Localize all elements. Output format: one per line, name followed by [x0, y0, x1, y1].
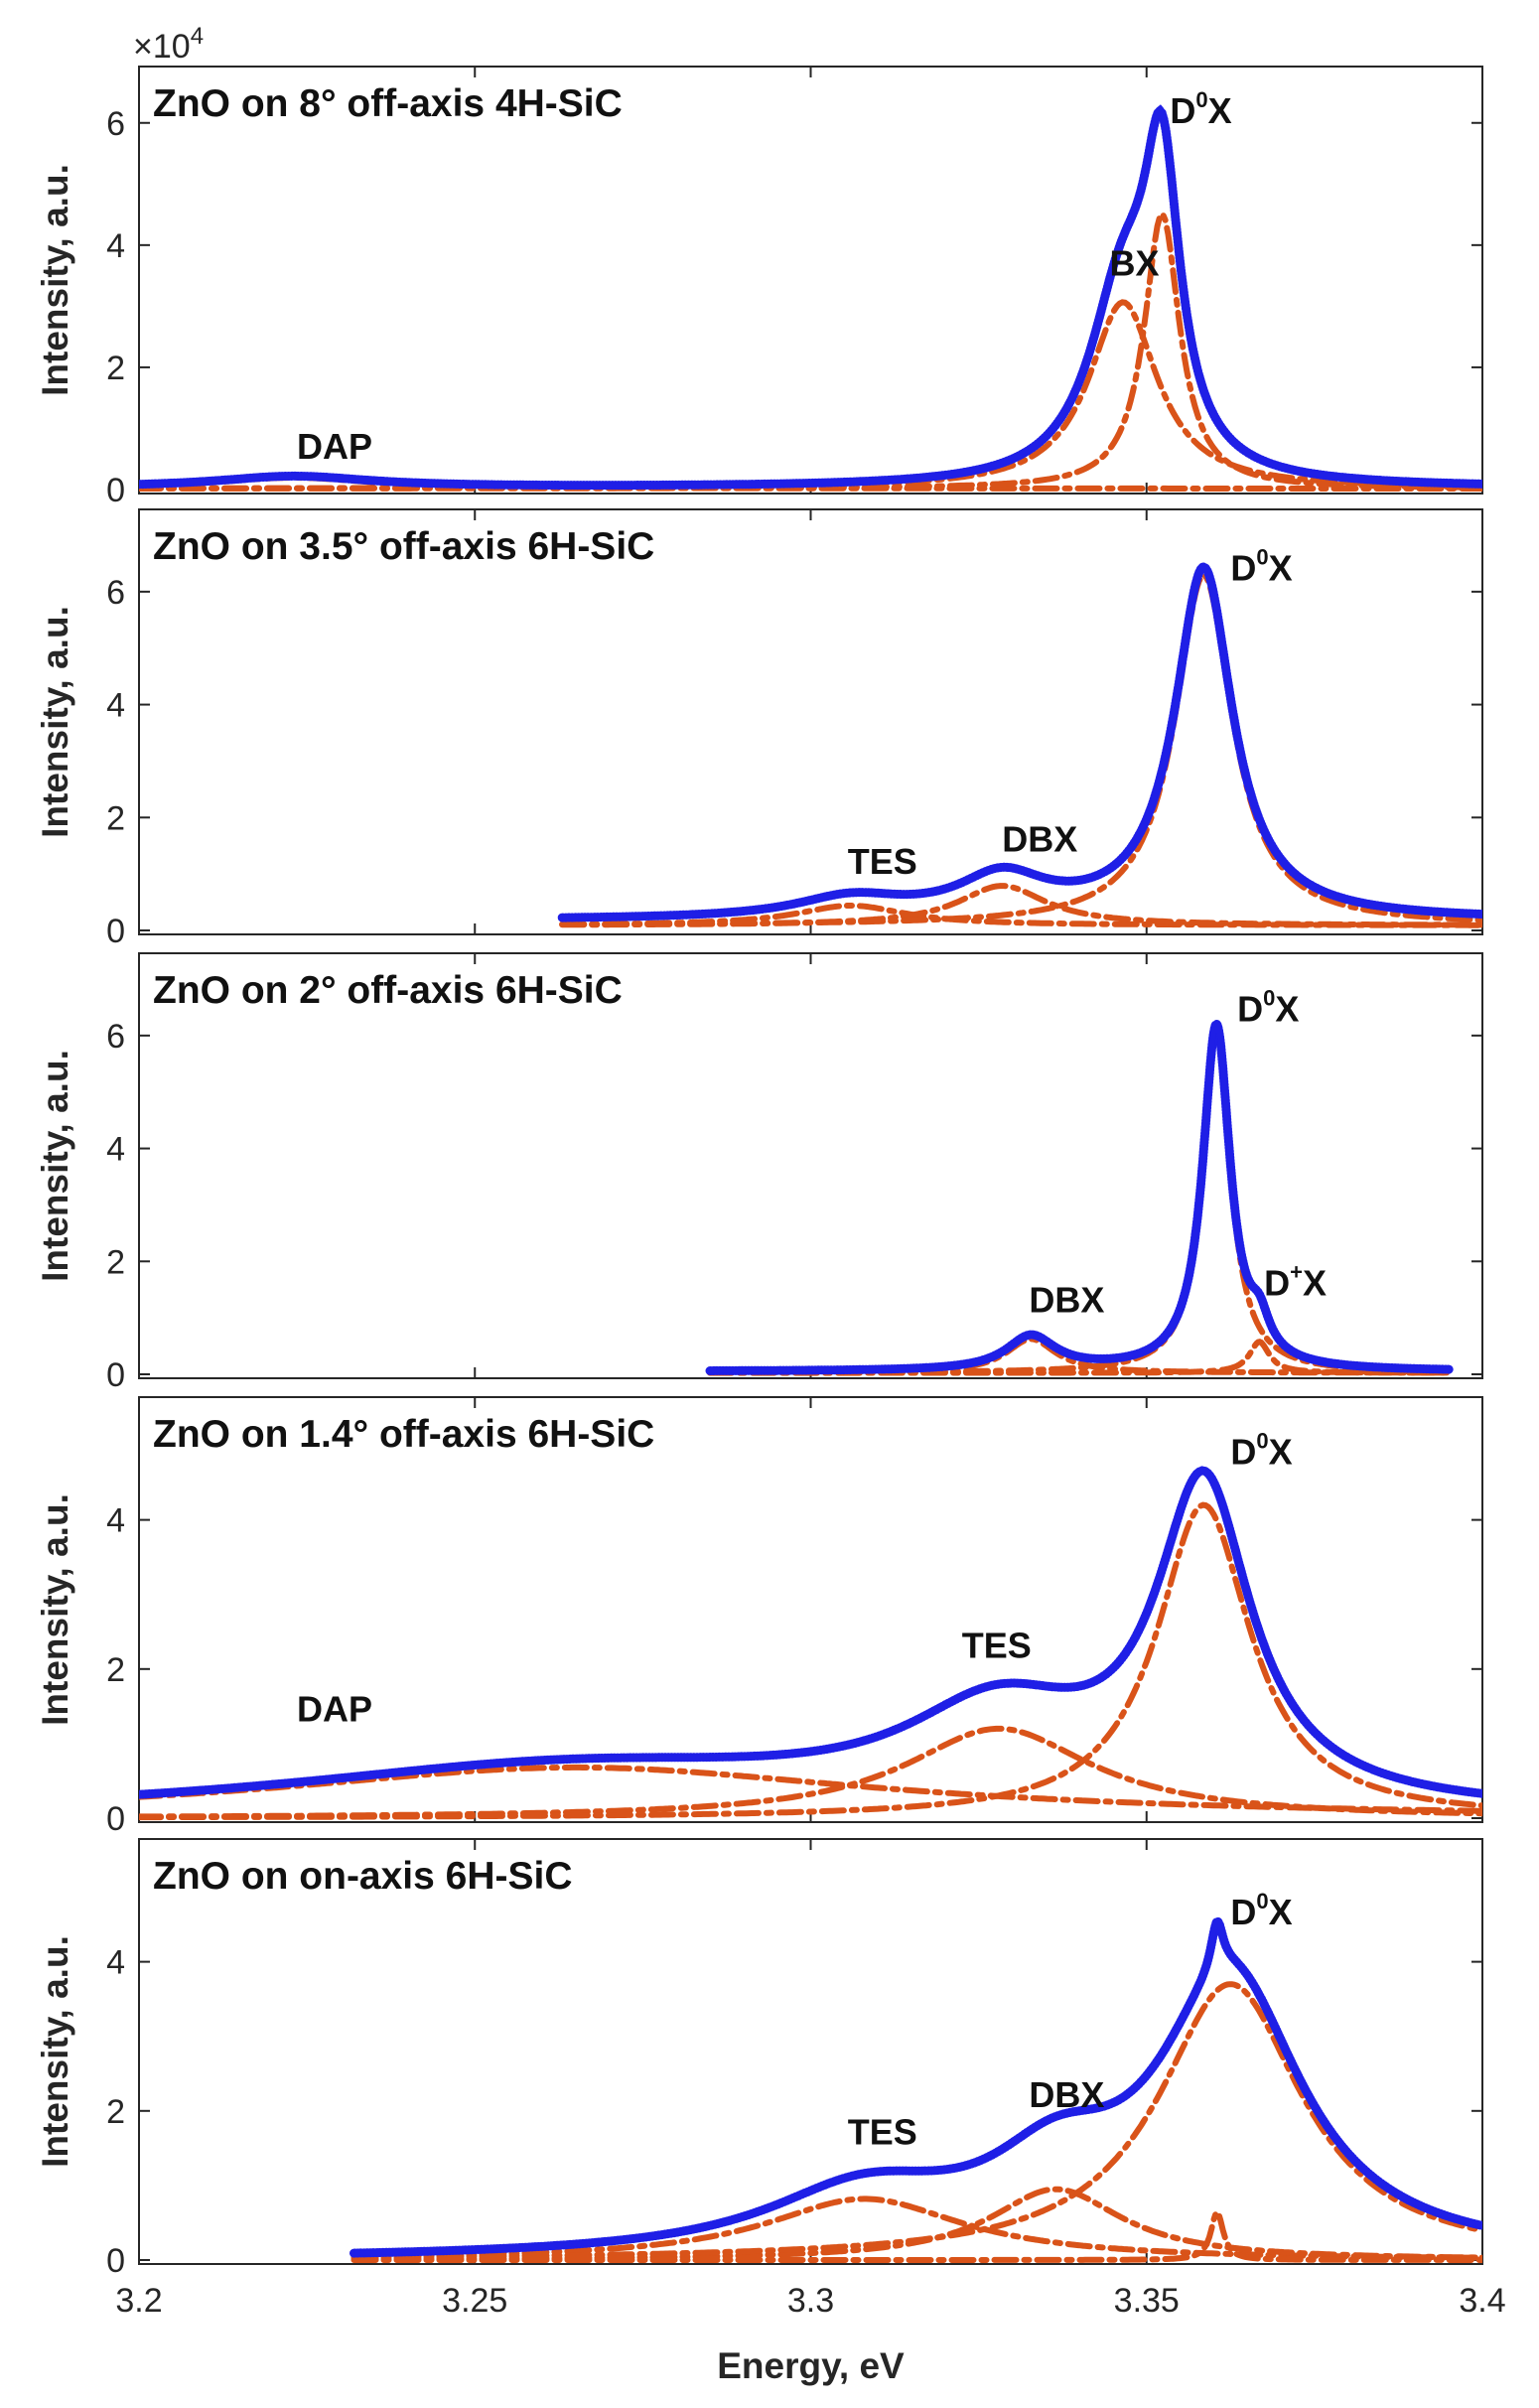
measured-spectrum-core: [139, 1468, 1482, 1797]
y-tick-label: 2: [106, 2093, 125, 2131]
panel-1: 0 2 4 6 Intensity, a.u. ZnO on 8° off-axis 4H…: [35, 66, 1483, 509]
x-tick-label: 3.4: [1459, 2282, 1505, 2320]
y-tick-label: 0: [106, 1800, 125, 1838]
axes-frame: [138, 952, 1483, 1379]
x-tick-label: 3.2: [115, 2282, 162, 2320]
panel-title: ZnO on 1.4° off-axis 6H-SiC: [153, 1413, 654, 1456]
y-tick-label: 6: [106, 574, 125, 612]
axes-frame: [138, 66, 1483, 495]
x-axis-label: Energy, eV: [717, 2345, 905, 2386]
panel-2: 0 2 4 6 Intensity, a.u. ZnO on 3.5° off-axis …: [35, 508, 1483, 950]
peak-label: DBX: [1002, 818, 1077, 859]
panel-5: 0 2 4 3.2 3.25 3.3 3.35 3.4 Intensity, a.u. ZnO o…: [35, 1838, 1506, 2320]
fit-component-d0x: [559, 572, 1482, 927]
measured-spectrum-core: [562, 564, 1482, 921]
peak-label: DAP: [297, 426, 372, 467]
measured-spectrum-core: [710, 1020, 1450, 1373]
panel-title: ZnO on 3.5° off-axis 6H-SiC: [153, 525, 654, 568]
panel-title: ZnO on 8° off-axis 4H-SiC: [153, 82, 623, 125]
y-axis-label: Intensity, a.u.: [35, 164, 75, 396]
y-axis-label: Intensity, a.u.: [35, 1935, 75, 2168]
fit-component-d0x: [139, 1501, 1482, 1821]
panels-layer: 0 2 4 6 Intensity, a.u. ZnO on 8° off-axis 4H…: [35, 23, 1506, 2320]
peak-label: TES: [848, 2112, 917, 2153]
fit-component-sharp: [350, 2208, 1482, 2263]
y-axis-label: Intensity, a.u.: [35, 606, 75, 838]
curves: [557, 562, 1482, 928]
peak-label: TES: [848, 841, 917, 882]
curves: [705, 1017, 1454, 1376]
y-tick-label: 4: [106, 227, 125, 265]
y-tick-label: 2: [106, 1243, 125, 1281]
panel-3: 0 2 4 6 Intensity, a.u. ZnO on 2° off-axis 6H…: [35, 952, 1483, 1394]
y-tick-label: 2: [106, 350, 125, 387]
peak-label: BX: [1110, 243, 1160, 284]
peak-label: DBX: [1029, 1279, 1104, 1320]
peak-label: DAP: [297, 1688, 372, 1729]
y-tick-label: 0: [106, 472, 125, 509]
curves: [350, 1915, 1482, 2263]
panel-title: ZnO on 2° off-axis 6H-SiC: [153, 969, 623, 1012]
y-axis-label: Intensity, a.u.: [35, 1493, 75, 1726]
peak-label: D0X: [1170, 87, 1231, 131]
peak-label: TES: [962, 1626, 1032, 1666]
peak-label: DBX: [1029, 2074, 1104, 2115]
y-tick-label: 4: [106, 1944, 125, 1982]
panel-title: ZnO on on-axis 6H-SiC: [153, 1855, 573, 1898]
panel-4: 0 2 4 Intensity, a.u. ZnO on 1.4° off-axis 6…: [35, 1396, 1483, 1838]
curves: [139, 104, 1482, 492]
peak-label: D0X: [1230, 1889, 1292, 1932]
y-tick-label: 2: [106, 1651, 125, 1689]
fit-component-tes: [350, 2196, 1482, 2261]
x-tick-label: 3.35: [1114, 2282, 1180, 2320]
y-multiplier: ×104: [133, 23, 204, 66]
x-tick-label: 3.3: [787, 2282, 834, 2320]
y-tick-label: 4: [106, 1502, 125, 1540]
fit-component-d0x: [350, 1981, 1482, 2261]
fit-component-d0x: [139, 209, 1482, 492]
y-axis-label: Intensity, a.u.: [35, 1050, 75, 1282]
y-tick-label: 4: [106, 1131, 125, 1169]
measured-spectrum-core: [353, 1917, 1482, 2256]
y-tick-label: 2: [106, 799, 125, 837]
y-tick-label: 0: [106, 1356, 125, 1394]
y-tick-label: 6: [106, 105, 125, 143]
y-tick-label: 0: [106, 2242, 125, 2280]
x-tick-label: 3.25: [442, 2282, 507, 2320]
measured-spectrum-core: [139, 107, 1482, 489]
fit-component-dbx: [559, 883, 1482, 928]
y-tick-label: 0: [106, 913, 125, 950]
peak-label: D0X: [1230, 544, 1292, 588]
y-tick-label: 4: [106, 687, 125, 725]
fit-component-dx: [707, 1339, 1453, 1376]
y-tick-label: 6: [106, 1018, 125, 1056]
curves: [139, 1466, 1482, 1821]
